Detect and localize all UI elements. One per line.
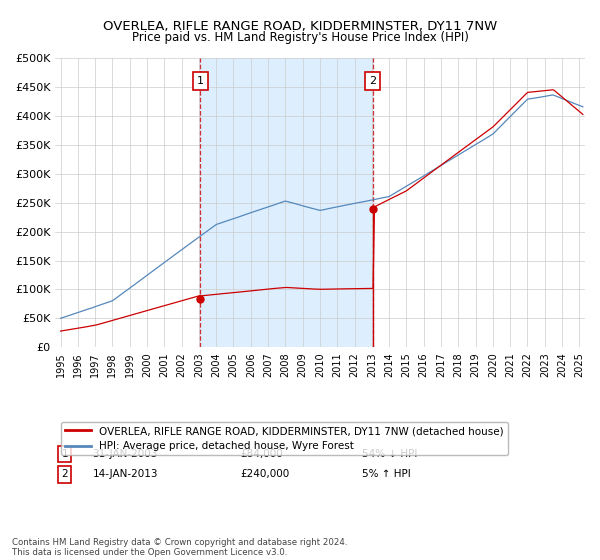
Legend: OVERLEA, RIFLE RANGE ROAD, KIDDERMINSTER, DY11 7NW (detached house), HPI: Averag: OVERLEA, RIFLE RANGE ROAD, KIDDERMINSTER… bbox=[61, 422, 508, 455]
Text: Price paid vs. HM Land Registry's House Price Index (HPI): Price paid vs. HM Land Registry's House … bbox=[131, 31, 469, 44]
Text: 1: 1 bbox=[62, 449, 68, 459]
Text: 31-JAN-2003: 31-JAN-2003 bbox=[92, 449, 158, 459]
Bar bbox=[200, 58, 373, 347]
Text: 54% ↓ HPI: 54% ↓ HPI bbox=[362, 449, 418, 459]
Text: OVERLEA, RIFLE RANGE ROAD, KIDDERMINSTER, DY11 7NW: OVERLEA, RIFLE RANGE ROAD, KIDDERMINSTER… bbox=[103, 20, 497, 32]
Text: 2: 2 bbox=[369, 76, 376, 86]
Text: £240,000: £240,000 bbox=[241, 469, 290, 479]
Text: 14-JAN-2013: 14-JAN-2013 bbox=[92, 469, 158, 479]
Text: 5% ↑ HPI: 5% ↑ HPI bbox=[362, 469, 411, 479]
Text: 1: 1 bbox=[197, 76, 204, 86]
Text: 2: 2 bbox=[62, 469, 68, 479]
Text: Contains HM Land Registry data © Crown copyright and database right 2024.
This d: Contains HM Land Registry data © Crown c… bbox=[12, 538, 347, 557]
Text: £84,000: £84,000 bbox=[241, 449, 283, 459]
